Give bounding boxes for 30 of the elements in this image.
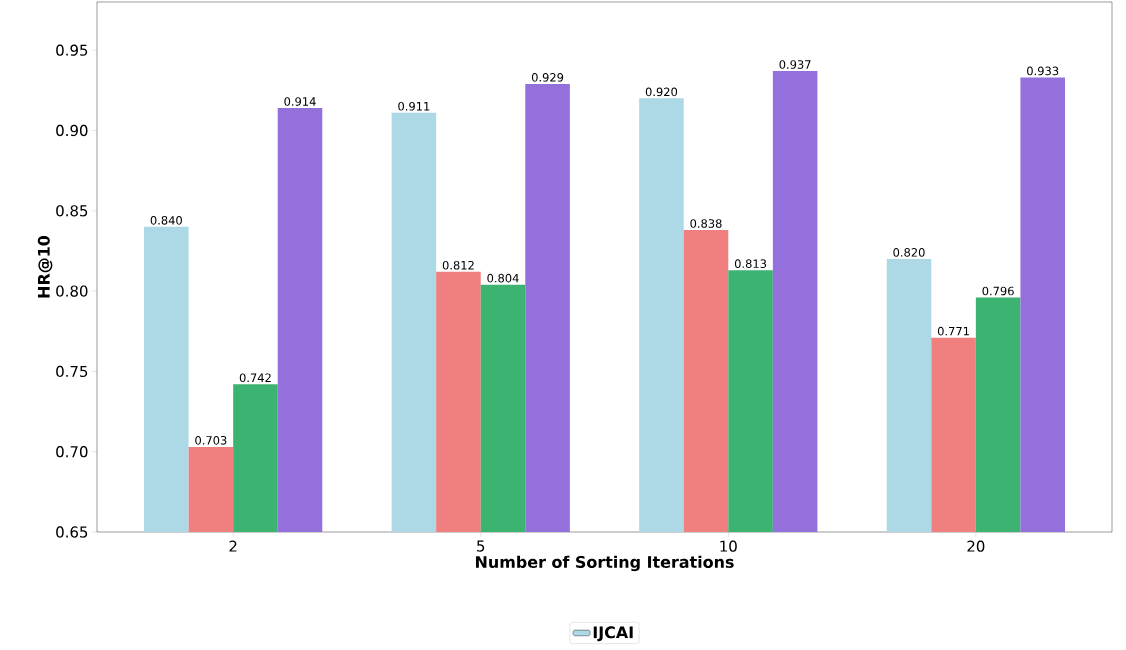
- data-label: 0.771: [937, 326, 969, 336]
- y-tick-label: 0.70: [56, 446, 88, 458]
- data-label: 0.911: [398, 101, 430, 111]
- y-tick-label: 0.65: [56, 526, 88, 538]
- legend-label: IJCAI: [593, 626, 633, 642]
- y-tick-label: 0.80: [56, 285, 88, 297]
- x-tick-label: 5: [477, 540, 485, 552]
- data-label: 0.937: [779, 60, 811, 69]
- x-tick-label: 20: [967, 540, 985, 552]
- data-label: 0.920: [645, 87, 678, 97]
- data-label: 0.796: [982, 286, 1014, 296]
- x-tick-label: 10: [720, 540, 737, 552]
- y-tick-label: 0.75: [56, 365, 88, 378]
- data-label: 0.742: [239, 373, 271, 383]
- y-axis-title: HR@10: [37, 235, 53, 298]
- y-tick-label: 0.90: [56, 124, 88, 137]
- data-label: 0.804: [487, 273, 519, 283]
- x-axis-title: Number of Sorting Iterations: [476, 555, 734, 572]
- data-label: 0.840: [150, 215, 182, 225]
- y-tick-label: 0.85: [56, 205, 88, 217]
- data-label: 0.813: [734, 259, 767, 269]
- data-label: 0.914: [284, 97, 316, 106]
- data-label: 0.838: [690, 219, 722, 228]
- x-tick-label: 2: [229, 540, 237, 552]
- data-label: 0.703: [195, 436, 227, 445]
- data-label: 0.820: [893, 248, 925, 257]
- y-tick-label: 0.95: [56, 44, 88, 56]
- data-label: 0.933: [1027, 66, 1059, 76]
- data-label: 0.929: [531, 73, 564, 82]
- data-label: 0.812: [442, 260, 474, 270]
